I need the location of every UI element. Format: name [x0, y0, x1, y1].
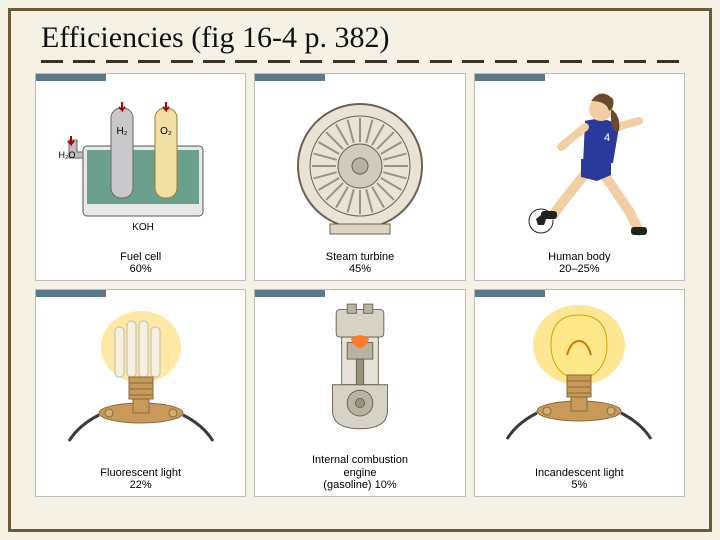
caption-text: Fuel cell	[120, 251, 161, 263]
caption-efficiency: 22%	[130, 479, 152, 491]
caption-human-body: Human body 20–25%	[548, 251, 610, 276]
caption-steam-turbine: Steam turbine 45%	[326, 251, 394, 276]
slide-frame: Efficiencies (fig 16-4 p. 382)	[8, 8, 712, 532]
copyright-bar	[36, 290, 106, 297]
cell-steam-turbine: Steam turbine 45%	[254, 73, 465, 281]
caption-fuel-cell: Fuel cell 60%	[120, 251, 161, 276]
label-o2: O₂	[160, 126, 172, 137]
incandescent-illustration	[475, 290, 684, 465]
slide-title: Efficiencies (fig 16-4 p. 382)	[11, 11, 709, 57]
caption-incandescent: Incandescent light 5%	[535, 467, 624, 492]
caption-efficiency: 60%	[130, 263, 152, 275]
caption-efficiency: 45%	[349, 263, 371, 275]
caption-text: Internal combustion	[312, 454, 408, 466]
caption-engine: Internal combustion engine (gasoline) 10…	[312, 454, 408, 492]
label-h2o: H₂O	[58, 150, 75, 160]
caption-text: Incandescent light	[535, 467, 624, 479]
copyright-bar	[36, 74, 106, 81]
cell-internal-combustion: Internal combustion engine (gasoline) 10…	[254, 289, 465, 497]
caption-efficiency: 20–25%	[559, 263, 599, 275]
jersey-number: 4	[604, 132, 610, 144]
caption-fluorescent: Fluorescent light 22%	[100, 467, 181, 492]
copyright-bar	[255, 290, 325, 297]
cell-fluorescent: Fluorescent light 22%	[35, 289, 246, 497]
label-h2: H₂	[116, 126, 127, 137]
steam-turbine-illustration	[255, 74, 464, 249]
cell-incandescent: Incandescent light 5%	[474, 289, 685, 497]
fluorescent-illustration	[36, 290, 245, 465]
fuel-cell-illustration: H₂ O₂ H₂O KOH	[36, 74, 245, 249]
copyright-bar	[475, 290, 545, 297]
caption-efficiency: 5%	[571, 479, 587, 491]
efficiency-grid: H₂ O₂ H₂O KOH Fuel cell 60%	[11, 69, 709, 509]
caption-text: Human body	[548, 251, 610, 263]
caption-text: Fluorescent light	[100, 467, 181, 479]
copyright-bar	[475, 74, 545, 81]
cell-human-body: 4 Human body 20–25%	[474, 73, 685, 281]
human-body-illustration: 4	[475, 74, 684, 249]
title-divider	[41, 59, 679, 63]
caption-text2: engine	[343, 467, 376, 479]
label-koh: KOH	[132, 222, 154, 233]
caption-efficiency: (gasoline) 10%	[323, 479, 396, 491]
caption-text: Steam turbine	[326, 251, 394, 263]
engine-illustration	[255, 290, 464, 452]
cell-fuel-cell: H₂ O₂ H₂O KOH Fuel cell 60%	[35, 73, 246, 281]
copyright-bar	[255, 74, 325, 81]
